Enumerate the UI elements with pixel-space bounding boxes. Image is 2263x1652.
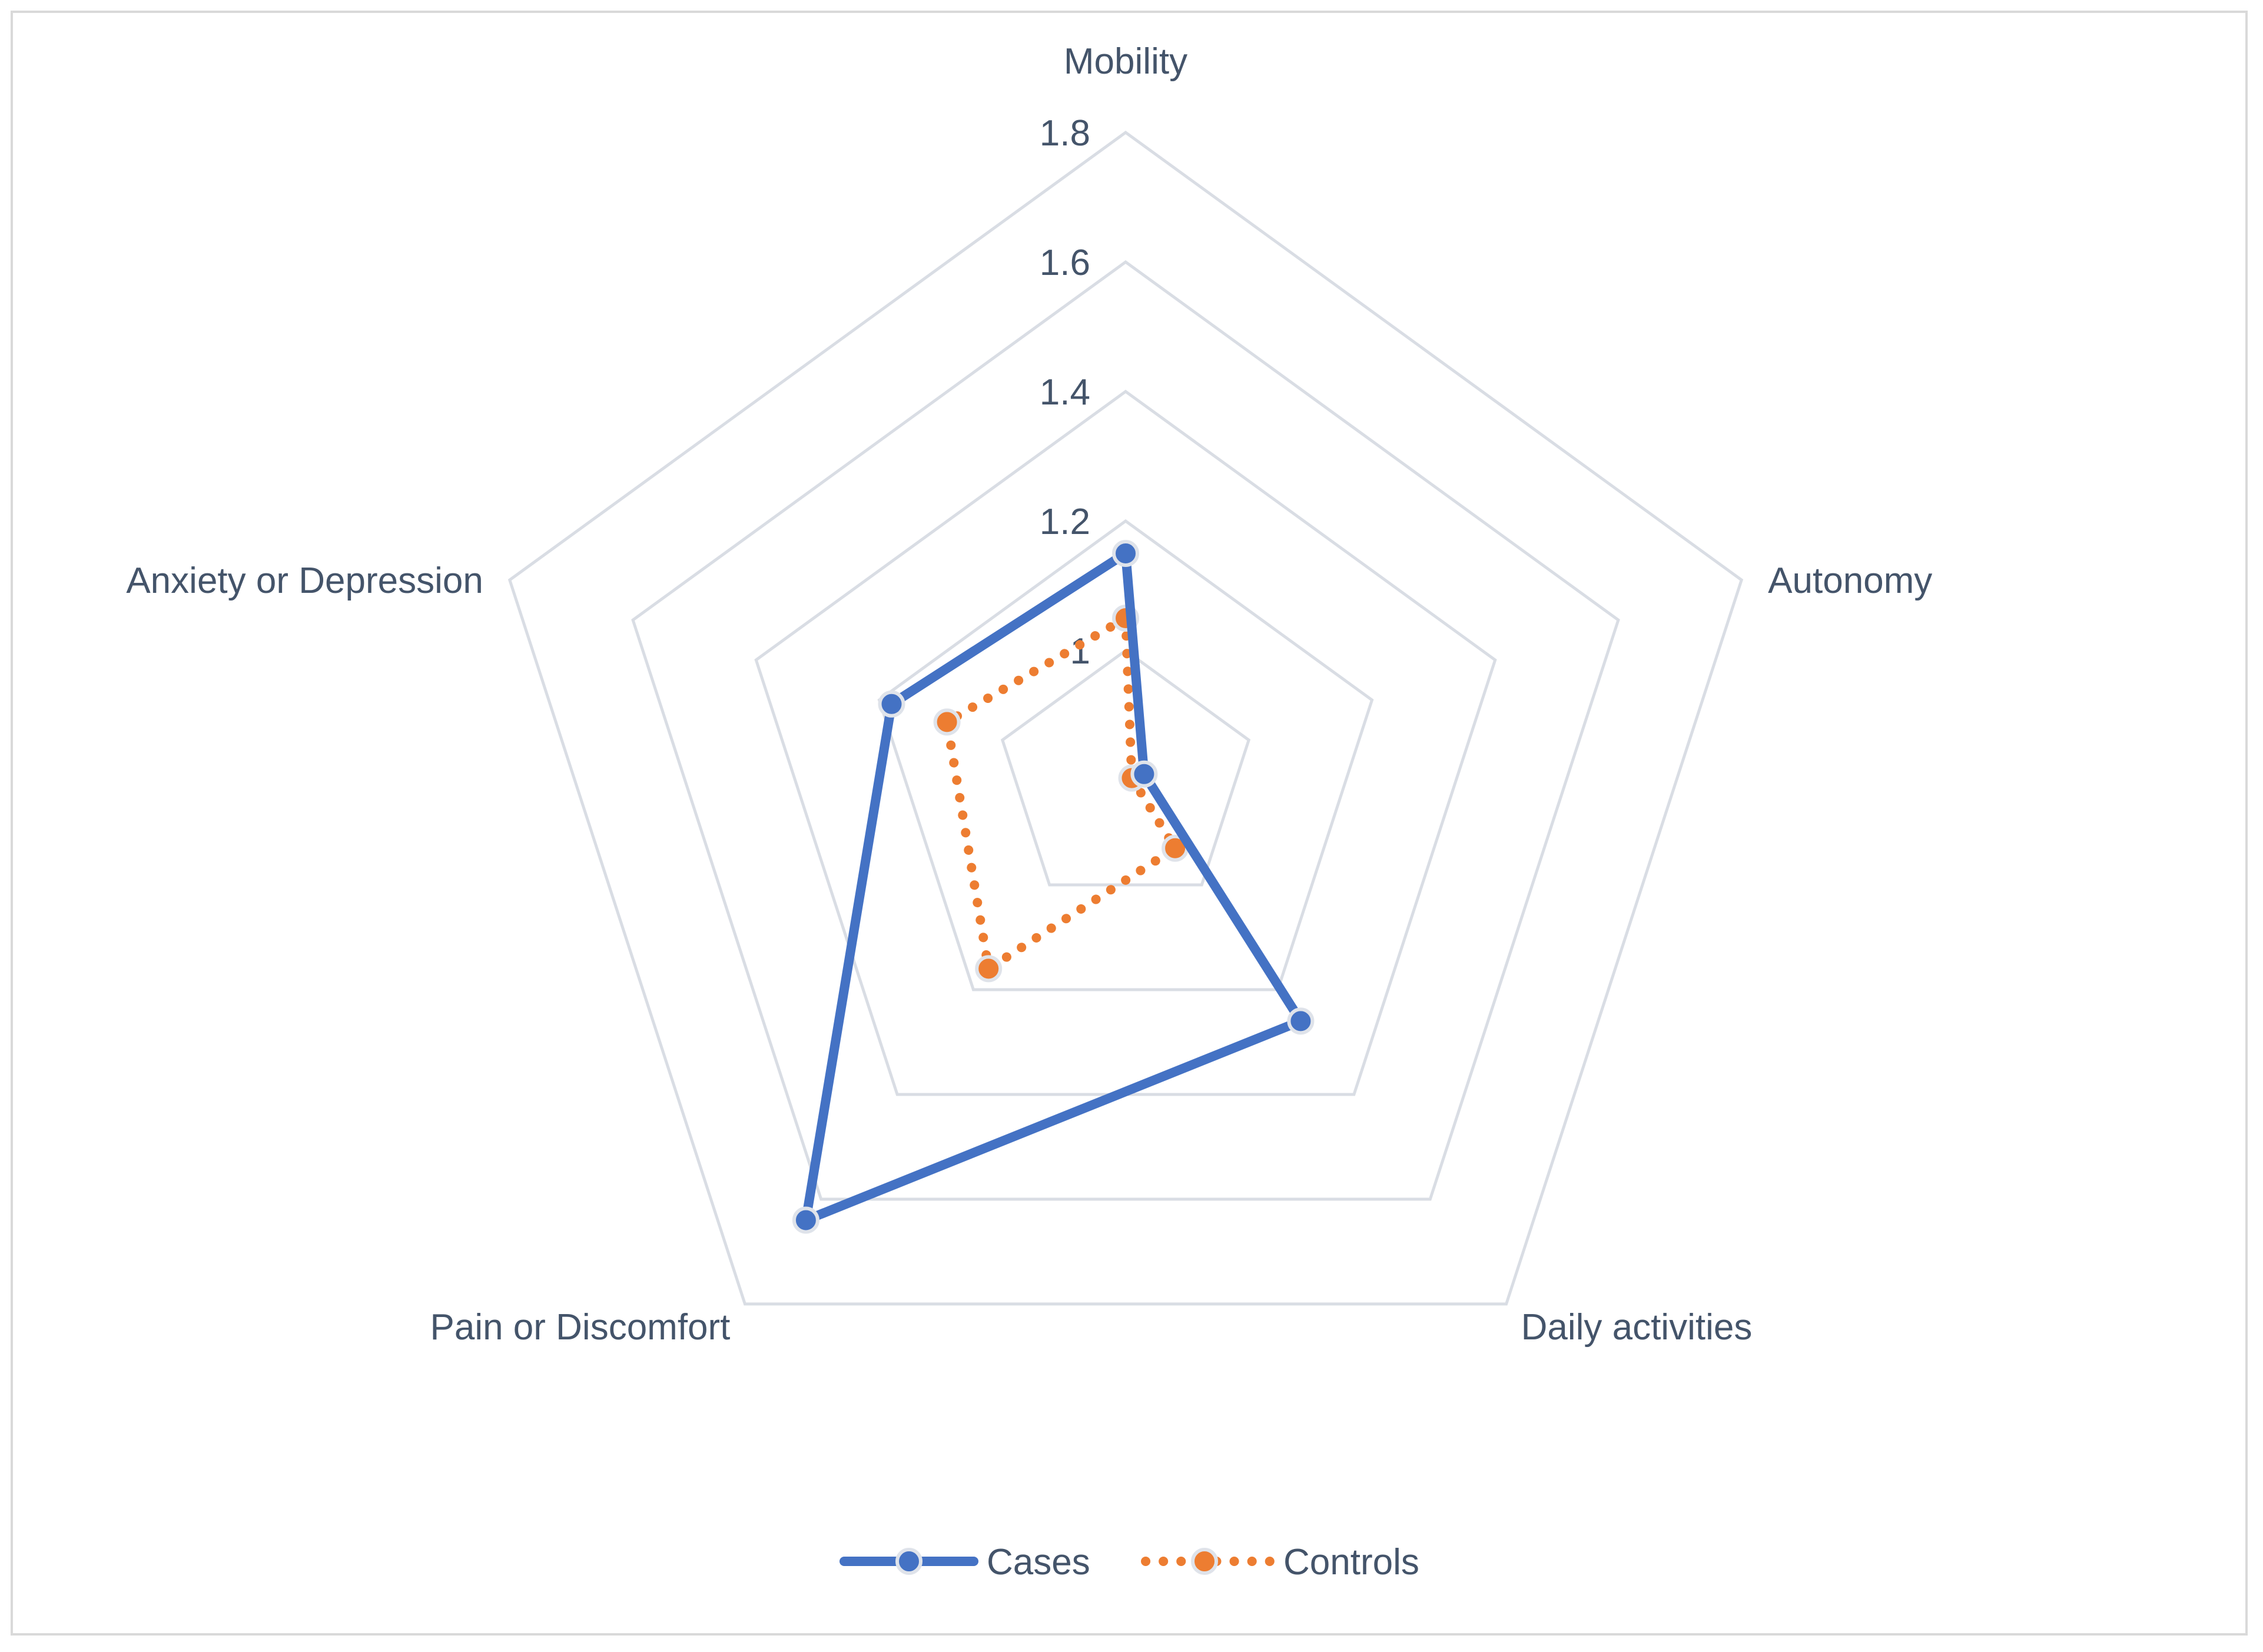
- category-label-daily-activities: Daily activities: [1521, 1307, 1753, 1348]
- grid-ring: [877, 519, 1374, 991]
- category-label-anxiety-or-depression: Anxiety or Depression: [126, 560, 483, 601]
- legend-label-controls: Controls: [1283, 1542, 1419, 1583]
- series-line-cases: [799, 545, 1308, 1228]
- grid-ring: [1000, 648, 1251, 887]
- category-label-pain-or-discomfort: Pain or Discomfort: [430, 1307, 730, 1348]
- point-cases-daily-activities[interactable]: [1287, 1007, 1315, 1035]
- radial-tick-label: 1.8: [1040, 113, 1090, 154]
- radar-grid: [507, 130, 1744, 1306]
- legend: Cases Controls: [840, 1542, 1419, 1583]
- grid-ring: [631, 260, 1620, 1201]
- legend-item-cases[interactable]: Cases: [840, 1542, 1090, 1583]
- point-cases-mobility[interactable]: [1112, 540, 1139, 567]
- radial-tick-labels: 1 1.2 1.4 1.6 1.8: [1040, 113, 1090, 672]
- category-label-autonomy: Autonomy: [1768, 560, 1932, 601]
- point-cases-anxiety-or-depression[interactable]: [878, 690, 905, 718]
- legend-item-controls[interactable]: Controls: [1141, 1542, 1419, 1583]
- series-controls: [933, 605, 1189, 983]
- category-labels: Mobility Autonomy Daily activities Pain or …: [126, 41, 1932, 1348]
- legend-marker-cases: [895, 1548, 923, 1575]
- radial-tick-label: 1.4: [1040, 372, 1090, 413]
- series-layer: [792, 540, 1315, 1234]
- radial-tick-label: 1.2: [1040, 502, 1090, 542]
- legend-label-cases: Cases: [987, 1542, 1090, 1583]
- point-controls-pain-or-discomfort[interactable]: [975, 955, 1003, 983]
- radial-tick-label: 1.6: [1040, 243, 1090, 283]
- legend-marker-controls: [1191, 1548, 1218, 1575]
- series-line-controls: [942, 613, 1180, 974]
- category-label-mobility: Mobility: [1064, 41, 1187, 82]
- chart-frame: [11, 11, 2248, 1636]
- radial-tick-label: 1: [1070, 631, 1090, 672]
- point-controls-anxiety-or-depression[interactable]: [933, 708, 961, 736]
- grid-ring: [507, 130, 1744, 1306]
- series-cases: [792, 540, 1315, 1234]
- point-cases-autonomy[interactable]: [1130, 760, 1158, 788]
- point-cases-pain-or-discomfort[interactable]: [792, 1206, 819, 1234]
